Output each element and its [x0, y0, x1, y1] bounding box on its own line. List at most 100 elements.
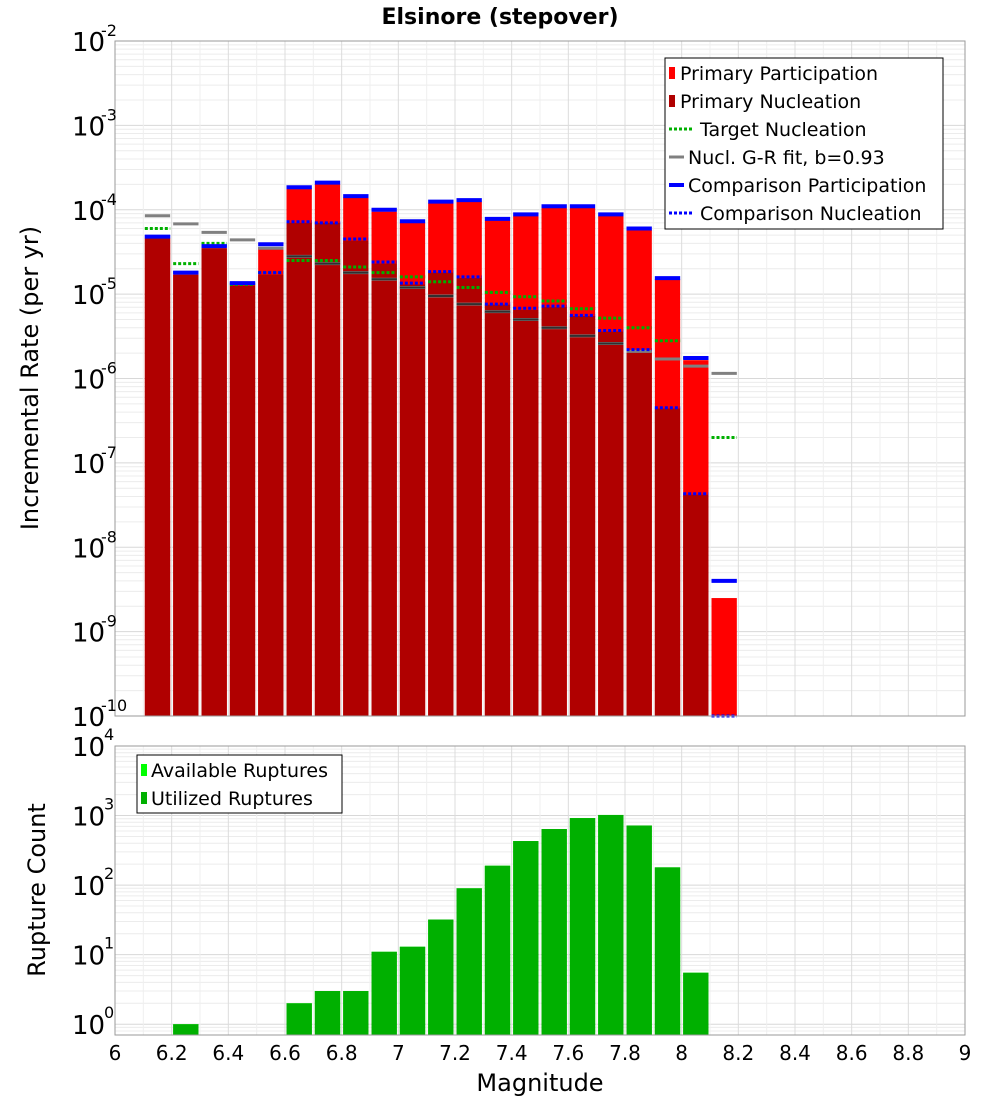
top-y-tick-exponent: -9 — [101, 612, 117, 631]
bar-primary-nucleation — [654, 408, 681, 716]
bar-primary-nucleation — [144, 238, 171, 716]
legend-swatch-primary-participation — [669, 67, 675, 79]
legend-target-nucleation: Target Nucleation — [699, 119, 867, 141]
bar-utilized-ruptures — [343, 991, 369, 1035]
top-y-tick-label: 10 — [72, 197, 105, 227]
x-tick-label: 7.8 — [609, 1041, 641, 1065]
top-y-tick-label: 10 — [72, 112, 105, 142]
x-ticks: 6 6.2 6.4 6.6 6.8 7 7.2 7.4 7.6 7.8 8 8.2 8.4 8.6 8.8 9 — [109, 1041, 972, 1065]
top-y-tick-label: 10 — [72, 366, 105, 396]
bar-primary-nucleation — [513, 309, 539, 716]
x-tick-label: 8.8 — [892, 1041, 924, 1065]
top-y-tick-label: 10 — [72, 28, 105, 58]
bar-primary-nucleation — [456, 278, 482, 716]
top-y-tick-label: 10 — [72, 281, 105, 311]
bar-utilized-ruptures — [683, 972, 709, 1035]
top-plot-frame — [114, 40, 966, 717]
legend-swatch-available — [141, 764, 147, 776]
bar-utilized-ruptures — [513, 841, 539, 1035]
top-y-axis-title: Incremental Rate (per yr) — [16, 226, 44, 530]
legend-available: Available Ruptures — [151, 760, 328, 782]
bar-primary-nucleation — [314, 222, 341, 716]
x-tick-label: 7.2 — [439, 1041, 471, 1065]
x-tick-label: 7.4 — [496, 1041, 528, 1065]
bar-primary-nucleation — [201, 248, 227, 717]
bar-primary-nucleation — [569, 316, 596, 716]
bar-primary-nucleation — [484, 304, 511, 716]
top-y-tick-label: 10 — [72, 534, 105, 564]
bottom-y-tick-exponent: 1 — [104, 934, 114, 953]
x-tick-label: 9 — [959, 1041, 972, 1065]
legend-primary-participation: Primary Participation — [680, 63, 878, 85]
top-y-tick-exponent: -2 — [101, 21, 117, 40]
x-tick-label: 8.6 — [836, 1041, 868, 1065]
legend-primary-nucleation: Primary Nucleation — [680, 91, 861, 113]
bar-primary-nucleation — [541, 307, 567, 716]
top-grid — [114, 41, 966, 717]
bar-primary-nucleation — [229, 285, 256, 716]
bar-primary-nucleation — [371, 263, 397, 716]
bottom-bars — [173, 814, 709, 1035]
x-tick-label: 6.8 — [326, 1041, 358, 1065]
bar-utilized-ruptures — [371, 951, 397, 1035]
bar-primary-nucleation — [286, 222, 312, 716]
bar-primary-nucleation — [399, 284, 426, 716]
x-tick-label: 7.6 — [552, 1041, 584, 1065]
bar-primary-nucleation — [683, 494, 709, 716]
top-y-tick-exponent: -7 — [101, 443, 117, 462]
top-y-tick-label: 10 — [72, 619, 105, 649]
bottom-y-tick-label: 10 — [72, 803, 105, 833]
bottom-plot-frame — [114, 745, 966, 1036]
bar-primary-nucleation — [173, 274, 199, 716]
bar-primary-nucleation — [428, 272, 454, 716]
chart-title: Elsinore (stepover) — [381, 5, 618, 30]
top-y-tick-exponent: -3 — [101, 105, 117, 124]
bar-utilized-ruptures — [286, 1003, 312, 1035]
bar-utilized-ruptures — [598, 814, 624, 1035]
x-tick-label: 6.4 — [212, 1041, 244, 1065]
bar-primary-nucleation — [258, 274, 284, 716]
top-legend: Primary Participation Primary Nucleation… — [664, 57, 944, 230]
bottom-legend: Available Ruptures Utilized Ruptures — [136, 754, 343, 814]
top-y-tick-exponent: -4 — [101, 190, 117, 209]
top-y-tick-exponent: -10 — [101, 696, 127, 715]
bar-primary-nucleation — [626, 351, 652, 716]
bottom-y-tick-label: 10 — [72, 942, 105, 972]
x-tick-label: 6.6 — [269, 1041, 301, 1065]
x-tick-label: 6 — [109, 1041, 122, 1065]
bar-utilized-ruptures — [428, 919, 454, 1035]
top-y-tick-label: 10 — [72, 703, 105, 733]
bar-utilized-ruptures — [569, 818, 596, 1035]
top-y-tick-exponent: -5 — [101, 274, 117, 293]
top-y-tick-label: 10 — [72, 450, 105, 480]
bottom-y-tick-exponent: 4 — [104, 725, 114, 744]
bottom-legend-box — [136, 754, 343, 814]
bottom-y-tick-exponent: 2 — [104, 864, 114, 883]
x-tick-label: 8.2 — [722, 1041, 754, 1065]
bottom-y-axis-title: Rupture Count — [23, 803, 51, 977]
bar-utilized-ruptures — [626, 825, 652, 1035]
bottom-y-tick-label: 10 — [72, 872, 105, 902]
legend-comparison-nucleation: Comparison Nucleation — [700, 203, 922, 225]
bottom-y-tick-exponent: 0 — [104, 1003, 114, 1022]
x-tick-label: 7 — [392, 1041, 405, 1065]
top-y-tick-exponent: -6 — [101, 359, 117, 378]
x-tick-label: 8 — [675, 1041, 688, 1065]
x-tick-label: 6.2 — [156, 1041, 188, 1065]
legend-swatch-primary-nucleation — [669, 95, 675, 107]
legend-comparison-participation: Comparison Participation — [688, 175, 926, 197]
x-axis-title: Magnitude — [476, 1069, 603, 1097]
top-bars — [144, 184, 737, 717]
bar-utilized-ruptures — [314, 991, 341, 1035]
bar-primary-nucleation — [598, 331, 624, 716]
bottom-y-tick-label: 10 — [72, 1011, 105, 1041]
bar-utilized-ruptures — [456, 888, 482, 1035]
bar-utilized-ruptures — [541, 829, 567, 1035]
bar-utilized-ruptures — [399, 946, 426, 1035]
bar-utilized-ruptures — [173, 1024, 199, 1035]
legend-gr-fit: Nucl. G-R fit, b=0.93 — [688, 147, 885, 169]
bar-primary-nucleation — [343, 240, 369, 717]
